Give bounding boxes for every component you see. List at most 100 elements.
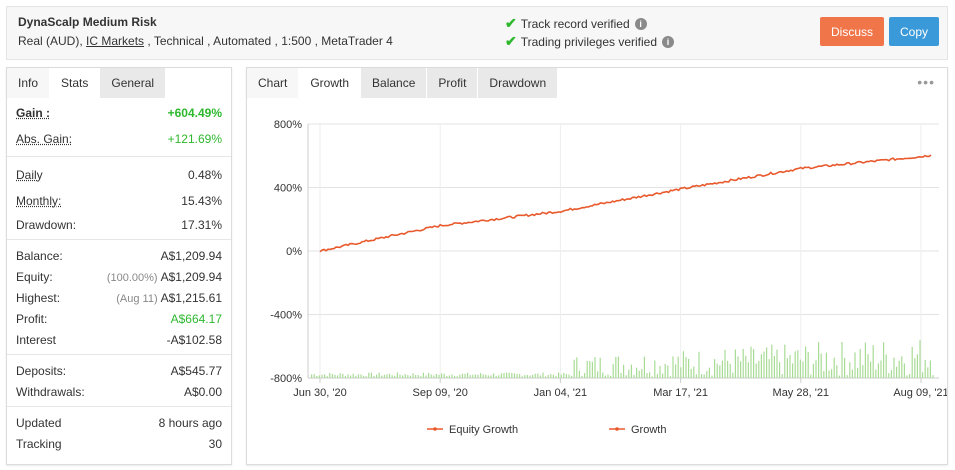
growth-bar xyxy=(420,376,422,378)
tracking-value: 30 xyxy=(208,436,222,451)
growth-bar xyxy=(794,351,796,378)
growth-bar xyxy=(875,369,877,378)
info-icon[interactable]: i xyxy=(634,17,647,30)
growth-bar xyxy=(495,375,497,378)
growth-bar xyxy=(779,362,781,378)
drawdown-value: 17.31% xyxy=(181,217,222,232)
growth-bar xyxy=(399,374,401,378)
growth-bar xyxy=(591,361,593,378)
check-icon: ✔ xyxy=(505,33,517,49)
system-title: DynaScalp Medium Risk xyxy=(18,15,157,29)
growth-bar xyxy=(537,373,539,378)
growth-bar xyxy=(589,361,591,378)
tracking-label: Tracking xyxy=(16,436,62,451)
growth-bar xyxy=(381,375,383,378)
growth-bar xyxy=(412,373,414,378)
growth-bar xyxy=(350,375,352,378)
x-tick-label: Aug 09, '21 xyxy=(893,387,947,399)
growth-bar xyxy=(922,372,924,378)
growth-bar xyxy=(903,363,905,378)
abs-gain-value: +121.69% xyxy=(167,132,222,146)
broker-link[interactable]: IC Markets xyxy=(86,34,145,48)
tab-stats[interactable]: Stats xyxy=(50,68,101,98)
growth-series-line xyxy=(319,154,932,253)
growth-bar xyxy=(516,373,518,378)
growth-bar xyxy=(376,374,378,378)
tab-drawdown[interactable]: Drawdown xyxy=(478,68,559,98)
growth-bar xyxy=(474,374,476,378)
growth-bar xyxy=(750,346,752,378)
stat-equity: Equity: (100.00%) A$1,209.94 xyxy=(7,266,231,287)
growth-bar xyxy=(740,361,742,378)
growth-bar xyxy=(344,376,346,378)
discuss-button[interactable]: Discuss xyxy=(820,17,884,46)
growth-bar xyxy=(784,344,786,378)
tab-info[interactable]: Info xyxy=(7,68,51,98)
growth-bar xyxy=(867,354,869,378)
growth-bar xyxy=(506,372,508,378)
y-tick-label: 400% xyxy=(274,183,302,195)
growth-bar xyxy=(329,372,331,378)
growth-bar xyxy=(503,373,505,378)
growth-bar xyxy=(805,346,807,378)
tab-general[interactable]: General xyxy=(100,68,167,98)
growth-bar xyxy=(545,376,547,378)
growth-bar xyxy=(872,345,874,378)
tab-chart[interactable]: Chart xyxy=(247,68,300,98)
growth-bar xyxy=(909,374,911,378)
abs-gain-label[interactable]: Abs. Gain: xyxy=(16,132,73,146)
system-header: DynaScalp Medium Risk Real (AUD), IC Mar… xyxy=(6,6,948,60)
growth-bar xyxy=(469,375,471,378)
growth-bar xyxy=(365,376,367,378)
highest-date: (Aug 11) xyxy=(116,292,158,305)
chart-panel: Chart Growth Balance Profit Drawdown •••… xyxy=(246,67,948,465)
growth-bar xyxy=(498,375,500,378)
track-record-label: Track record verified xyxy=(520,16,630,31)
growth-bar xyxy=(386,374,388,378)
withdrawals-value: A$0.00 xyxy=(183,384,222,399)
growth-bar xyxy=(753,349,755,378)
gain-label[interactable]: Gain : xyxy=(16,106,51,120)
growth-bar xyxy=(573,359,575,378)
growth-bar xyxy=(890,370,892,378)
growth-bar xyxy=(698,351,700,378)
stat-gain: Gain : +604.49% xyxy=(7,100,231,126)
growth-bar xyxy=(737,356,739,378)
growth-bar xyxy=(898,360,900,378)
growth-bar xyxy=(870,361,872,378)
growth-bar xyxy=(885,354,887,378)
stat-interest: Interest -A$102.58 xyxy=(7,329,231,350)
growth-chart: 800% 400% 0% -400% -800% Jun 30, '20 Sep 09, '… xyxy=(270,119,947,436)
monthly-label[interactable]: Monthly: xyxy=(16,194,62,208)
growth-bar xyxy=(924,360,926,378)
growth-bar xyxy=(558,372,560,378)
y-tick-label: -400% xyxy=(270,310,302,322)
daily-value: 0.48% xyxy=(187,168,222,182)
growth-bar xyxy=(711,375,713,378)
tab-growth[interactable]: Growth xyxy=(299,68,362,98)
ellipsis-icon[interactable]: ••• xyxy=(917,74,935,90)
tab-profit[interactable]: Profit xyxy=(427,68,479,98)
info-icon[interactable]: i xyxy=(662,35,675,48)
daily-label[interactable]: Daily xyxy=(16,168,43,182)
growth-bar xyxy=(482,374,484,378)
growth-bar xyxy=(638,370,640,378)
growth-bar xyxy=(318,375,320,378)
growth-bar xyxy=(355,375,357,378)
growth-bar xyxy=(441,373,443,378)
tab-balance[interactable]: Balance xyxy=(361,68,428,98)
x-tick-label: May 28, '21 xyxy=(773,387,830,399)
growth-bar xyxy=(563,373,565,378)
copy-button[interactable]: Copy xyxy=(889,17,939,46)
growth-bar xyxy=(617,356,619,378)
growth-bar xyxy=(415,375,417,378)
growth-bar xyxy=(625,375,627,378)
growth-bar xyxy=(370,372,372,378)
growth-bar xyxy=(651,376,653,378)
growth-bar xyxy=(461,373,463,378)
growth-bar xyxy=(851,369,853,378)
y-tick-label: 0% xyxy=(286,246,302,258)
profit-value: A$664.17 xyxy=(170,311,222,326)
growth-bar xyxy=(532,374,534,378)
growth-bar xyxy=(732,372,734,378)
